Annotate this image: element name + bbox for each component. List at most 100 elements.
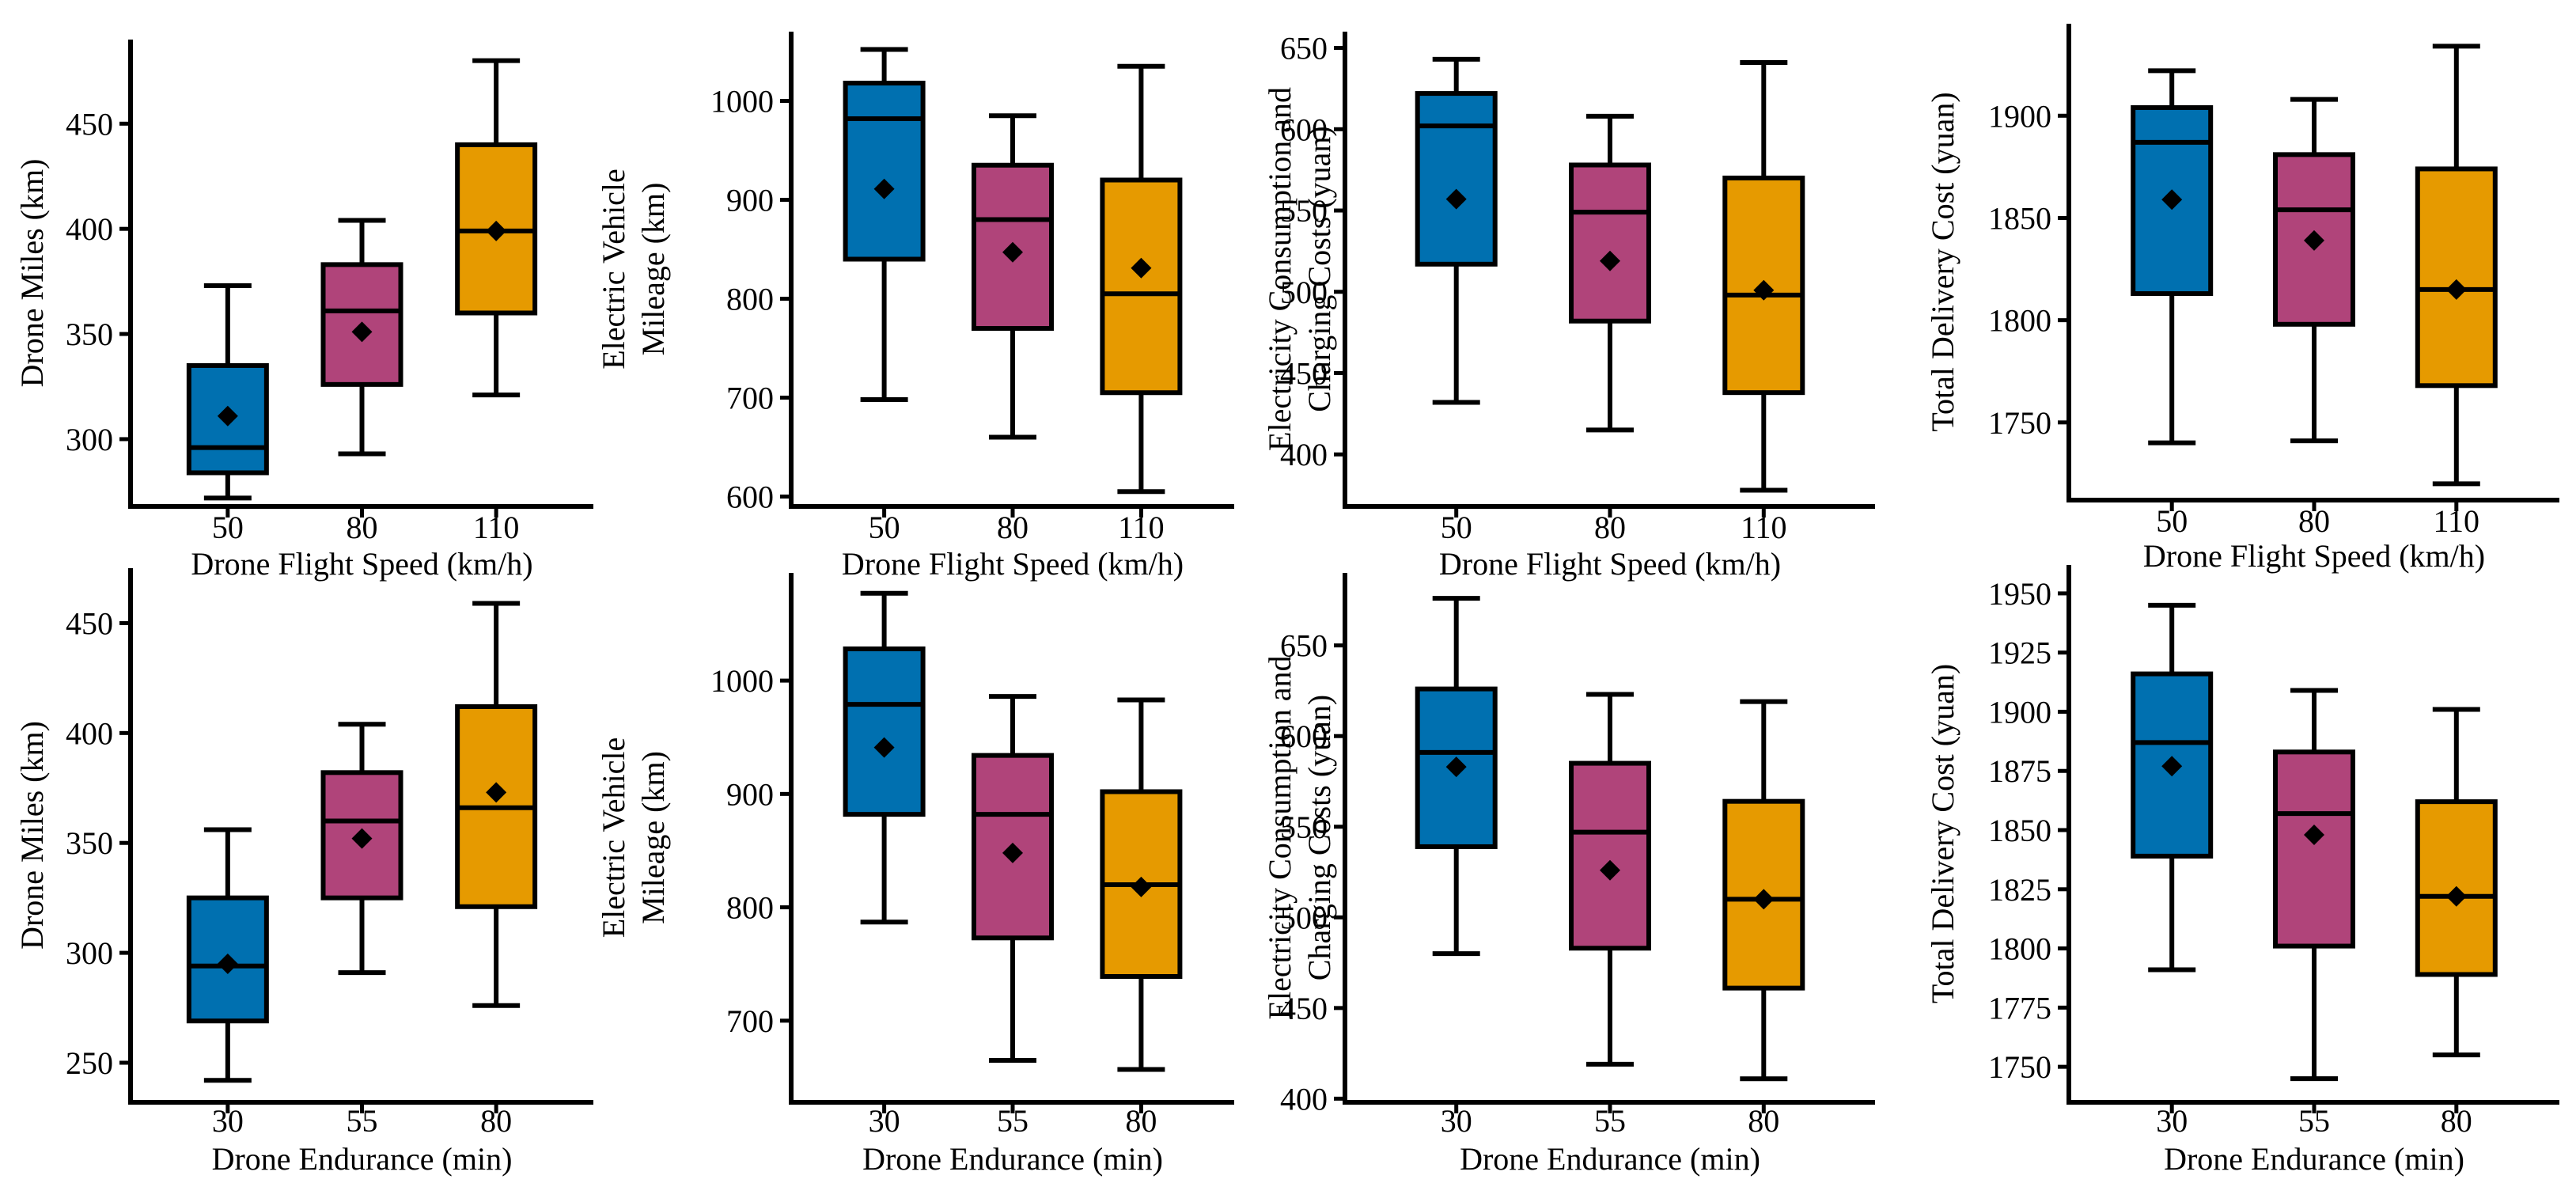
x-tick-label: 50 xyxy=(1441,510,1472,545)
y-axis-title: Total Delivery Cost (yuan) xyxy=(1925,92,1960,431)
box-1 xyxy=(2131,68,2214,446)
y-axis-title-line: Charging Costs (yuan) xyxy=(1301,126,1337,411)
y-tick-label: 1850 xyxy=(1988,813,2051,848)
y-tick-label: 300 xyxy=(66,422,113,457)
x-tick-label: 80 xyxy=(2441,1103,2472,1139)
x-axis-title: Drone Endurance (min) xyxy=(862,1141,1163,1177)
y-tick-label: 1900 xyxy=(1988,98,2051,134)
y-tick-label: 400 xyxy=(1280,437,1328,472)
mean-marker xyxy=(1753,889,1775,910)
box-1 xyxy=(186,282,269,501)
box-3 xyxy=(1722,699,1805,1082)
y-axis-title-line: Charging Costs (yuan) xyxy=(1301,695,1337,980)
box-2 xyxy=(1569,113,1651,433)
y-axis-title-line: Electric Vehicle xyxy=(596,169,631,370)
y-axis-title-line: Electricity Consumption and xyxy=(1262,87,1297,451)
box-2 xyxy=(2273,688,2355,1082)
y-tick-label: 450 xyxy=(66,605,113,641)
box-1 xyxy=(2131,602,2214,973)
mean-marker xyxy=(873,737,895,758)
box-3 xyxy=(1100,63,1183,495)
y-tick-label: 450 xyxy=(1280,356,1328,392)
x-tick-label: 55 xyxy=(1594,1103,1626,1139)
box-3 xyxy=(1722,60,1805,493)
iqr-box xyxy=(1569,162,1651,324)
x-tick-label: 30 xyxy=(2156,1103,2188,1139)
x-tick-label: 55 xyxy=(347,1103,378,1139)
x-tick-label: 80 xyxy=(2298,503,2330,539)
mean-marker xyxy=(1600,859,1620,881)
y-tick-label: 800 xyxy=(726,282,774,317)
x-tick-label: 80 xyxy=(997,510,1029,545)
y-tick-label: 500 xyxy=(1280,900,1328,935)
y-tick-label: 300 xyxy=(66,935,113,971)
y-tick-label: 650 xyxy=(1280,31,1328,66)
x-axis-title: Drone Flight Speed (km/h) xyxy=(1439,546,1781,582)
y-axis-title-line: Total Delivery Cost (yuan) xyxy=(1925,92,1960,431)
x-tick-label: 80 xyxy=(1748,1103,1779,1139)
mean-marker xyxy=(1600,250,1620,271)
box-1 xyxy=(843,47,926,402)
y-tick-label: 550 xyxy=(1280,810,1328,845)
y-tick-label: 1925 xyxy=(1988,635,2051,671)
mean-marker xyxy=(1002,842,1023,863)
y-tick-label: 250 xyxy=(66,1045,113,1081)
y-axis-title: Drone Miles (km) xyxy=(14,721,50,950)
x-tick-label: 80 xyxy=(1125,1103,1157,1139)
box-2 xyxy=(2273,97,2355,444)
box-3 xyxy=(2415,44,2498,487)
y-tick-label: 900 xyxy=(726,776,774,812)
iqr-box xyxy=(1722,175,1805,396)
y-tick-label: 1850 xyxy=(1988,200,2051,236)
box-3 xyxy=(455,58,538,398)
y-axis-title-line: Mileage (km) xyxy=(635,751,671,924)
y-tick-label: 1000 xyxy=(710,663,774,699)
box-2 xyxy=(320,218,403,457)
box-2 xyxy=(972,694,1054,1063)
mean-marker xyxy=(1002,241,1023,263)
box-2 xyxy=(320,722,403,976)
y-tick-label: 1775 xyxy=(1988,990,2051,1026)
x-tick-label: 30 xyxy=(1441,1103,1472,1139)
y-axis-title-line: Drone Miles (km) xyxy=(14,159,50,388)
y-tick-label: 550 xyxy=(1280,193,1328,229)
y-tick-label: 700 xyxy=(726,1003,774,1039)
mean-marker xyxy=(2161,756,2183,777)
mean-marker xyxy=(1753,279,1775,301)
y-axis-title-line: Total Delivery Cost (yuan) xyxy=(1925,664,1960,1003)
x-tick-label: 110 xyxy=(2434,503,2480,539)
y-tick-label: 600 xyxy=(1280,112,1328,147)
y-axis-title: Total Delivery Cost (yuan) xyxy=(1925,664,1960,1003)
x-tick-label: 50 xyxy=(869,510,900,545)
y-tick-label: 1750 xyxy=(1988,405,2051,441)
y-tick-label: 900 xyxy=(726,183,774,218)
y-tick-label: 500 xyxy=(1280,275,1328,310)
mean-marker xyxy=(351,828,373,849)
mean-marker xyxy=(486,782,507,803)
y-tick-label: 400 xyxy=(66,211,113,247)
x-tick-label: 50 xyxy=(212,510,244,545)
x-axis-title: Drone Flight Speed (km/h) xyxy=(842,546,1184,582)
mean-marker xyxy=(486,220,507,241)
y-tick-label: 350 xyxy=(66,317,113,352)
box-1 xyxy=(843,590,926,925)
y-tick-label: 1825 xyxy=(1988,872,2051,908)
y-axis-title-line: Electricity Consumption and xyxy=(1262,656,1297,1020)
mean-marker xyxy=(2445,885,2467,907)
y-tick-label: 400 xyxy=(1280,1081,1328,1117)
y-axis-title-line: Mileage (km) xyxy=(635,183,671,356)
x-tick-label: 80 xyxy=(480,1103,512,1139)
mean-marker xyxy=(2161,189,2183,210)
y-axis-title: Electric Vehicle Mileage (km) xyxy=(596,169,671,370)
x-axis-title: Drone Endurance (min) xyxy=(212,1141,513,1177)
mean-marker xyxy=(873,178,895,199)
chart-panel-8: 1750 1775 1800 1825 1850 1875 1900 1925 1950 30 55… xyxy=(1925,565,2559,1177)
y-tick-label: 450 xyxy=(1280,991,1328,1026)
y-tick-label: 1000 xyxy=(710,84,774,119)
mean-marker xyxy=(1131,876,1152,897)
